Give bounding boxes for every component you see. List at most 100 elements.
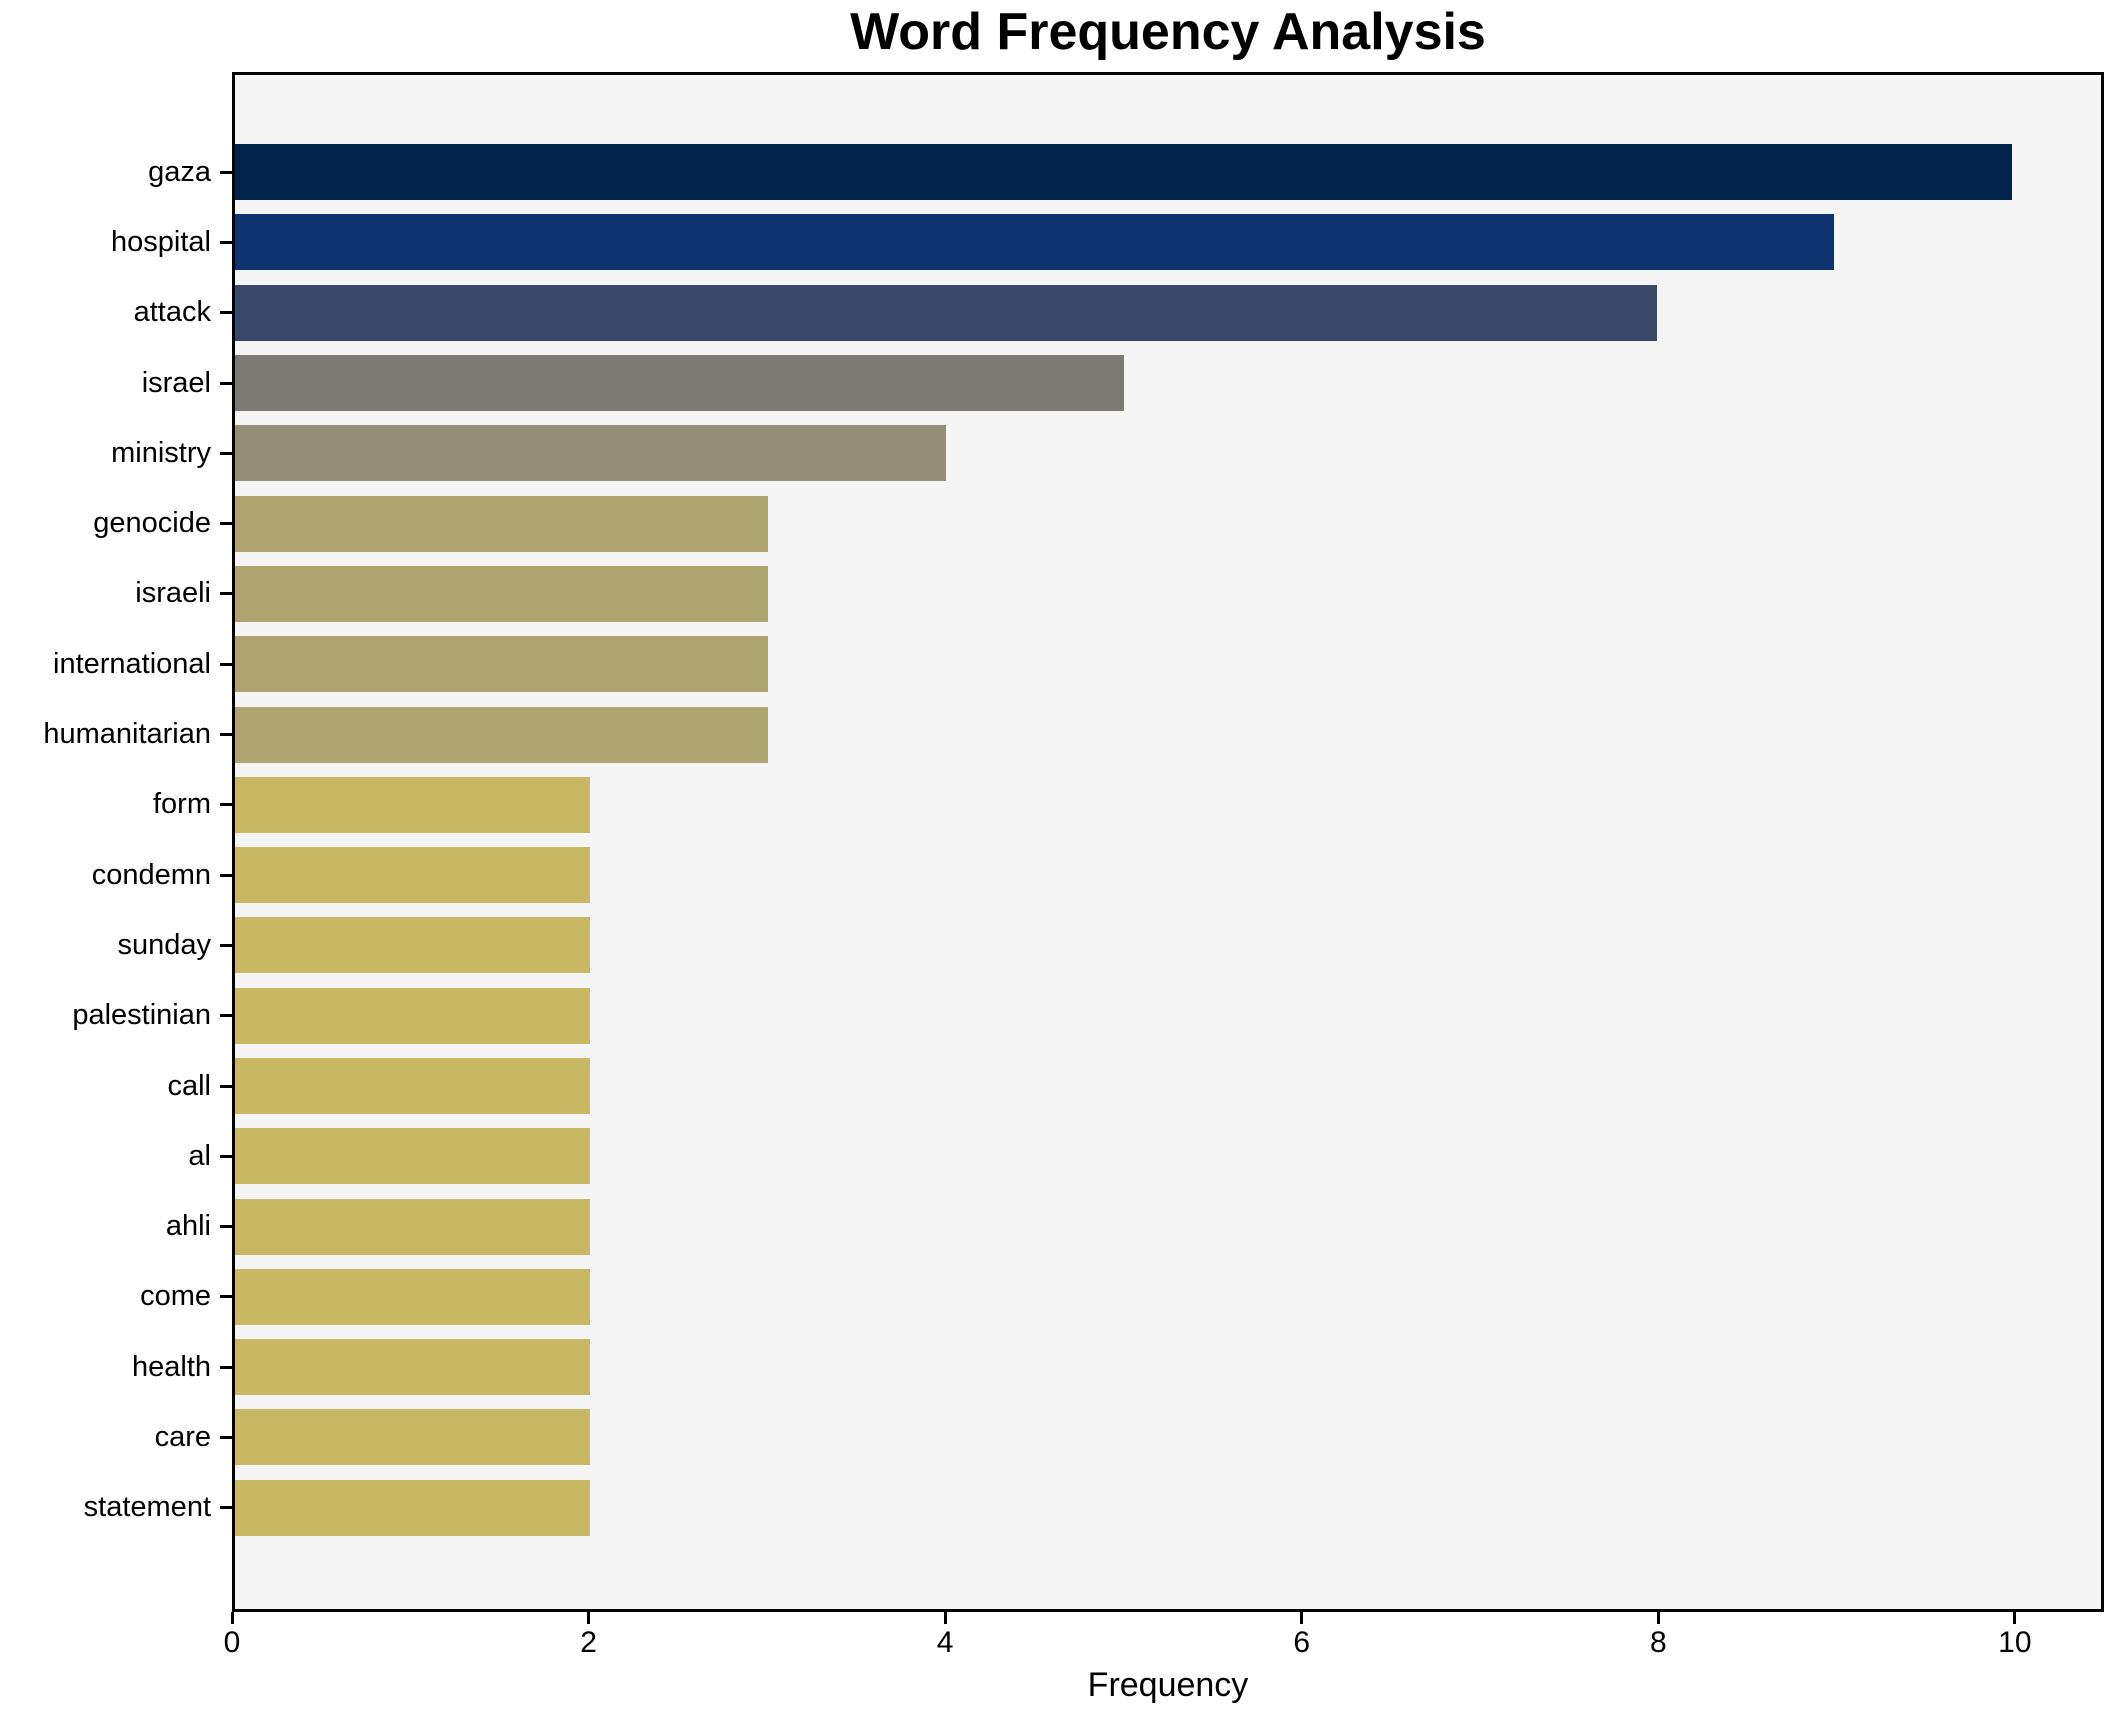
- bar-row: [235, 699, 2101, 769]
- y-tick-mark: [220, 662, 232, 666]
- y-tick-label-come: come: [140, 1280, 211, 1313]
- y-tick-label-call: call: [167, 1069, 211, 1102]
- y-label-row: ministry: [0, 418, 232, 488]
- bar-call: [235, 1058, 591, 1114]
- y-tick-label-palestinian: palestinian: [72, 999, 211, 1032]
- y-label-row: ahli: [0, 1191, 232, 1261]
- bar-row: [235, 418, 2101, 488]
- y-label-row: statement: [0, 1473, 232, 1543]
- y-tick-label-genocide: genocide: [93, 507, 211, 540]
- y-label-row: care: [0, 1402, 232, 1472]
- y-tick-mark: [220, 522, 232, 526]
- x-tick-mark: [1300, 1612, 1304, 1624]
- bar-care: [235, 1409, 591, 1466]
- y-tick-mark: [220, 1154, 232, 1158]
- y-tick-mark: [220, 451, 232, 455]
- x-tick-label-4: 4: [936, 1626, 954, 1659]
- bar-international: [235, 636, 769, 693]
- x-tick-mark: [1656, 1612, 1660, 1624]
- y-tick-mark: [220, 240, 232, 244]
- bar-row: [235, 137, 2101, 207]
- y-label-row: israeli: [0, 559, 232, 629]
- bar-form: [235, 776, 591, 833]
- y-tick-mark: [220, 1084, 232, 1088]
- y-tick-label-attack: attack: [133, 296, 211, 329]
- x-axis: 0 2 4 6 8 10: [224, 1612, 2104, 1668]
- bar-row: [235, 981, 2101, 1051]
- bar-row: [235, 910, 2101, 980]
- bar-row: [235, 1262, 2101, 1332]
- bar-row: [235, 770, 2101, 840]
- y-tick-mark: [220, 592, 232, 596]
- y-label-row: international: [0, 629, 232, 699]
- bar-ahli: [235, 1198, 591, 1255]
- x-tick-label-6: 6: [1293, 1626, 1311, 1659]
- y-tick-label-health: health: [131, 1350, 211, 1383]
- y-tick-mark: [220, 1225, 232, 1229]
- bar-come: [235, 1268, 591, 1325]
- y-tick-mark: [220, 311, 232, 315]
- bar-humanitarian: [235, 706, 769, 763]
- bar-row: [235, 559, 2101, 629]
- bar-sunday: [235, 917, 591, 974]
- y-label-row: genocide: [0, 488, 232, 558]
- x-tick-mark: [230, 1612, 234, 1624]
- bar-hospital: [235, 214, 1835, 271]
- y-tick-label-ahli: ahli: [165, 1210, 211, 1243]
- bar-health: [235, 1339, 591, 1396]
- y-label-row: gaza: [0, 137, 232, 207]
- bar-condemn: [235, 847, 591, 904]
- y-tick-mark: [220, 1365, 232, 1369]
- y-tick-label-sunday: sunday: [117, 928, 211, 961]
- bar-row: [235, 1191, 2101, 1261]
- bar-row: [235, 278, 2101, 348]
- bar-row: [235, 840, 2101, 910]
- chart-title: Word Frequency Analysis: [850, 3, 1486, 61]
- y-label-row: condemn: [0, 840, 232, 910]
- bar-israeli: [235, 565, 769, 622]
- x-axis-title: Frequency: [1087, 1666, 1249, 1704]
- y-tick-label-hospital: hospital: [111, 225, 211, 258]
- y-label-row: al: [0, 1121, 232, 1191]
- y-tick-label-statement: statement: [83, 1491, 211, 1524]
- y-label-row: come: [0, 1262, 232, 1332]
- y-tick-label-international: international: [53, 647, 211, 680]
- x-tick-mark: [943, 1612, 947, 1624]
- y-tick-mark: [220, 1014, 232, 1018]
- y-tick-label-israel: israel: [141, 366, 211, 399]
- x-tick-mark: [2013, 1612, 2017, 1624]
- x-tick-label-2: 2: [580, 1626, 597, 1659]
- bar-row: [235, 207, 2101, 277]
- bar-ministry: [235, 425, 946, 482]
- y-label-row: form: [0, 770, 232, 840]
- y-label-row: call: [0, 1051, 232, 1121]
- y-tick-label-humanitarian: humanitarian: [43, 718, 211, 751]
- bar-gaza: [235, 144, 2013, 201]
- bar-row: [235, 348, 2101, 418]
- y-tick-mark: [220, 943, 232, 947]
- y-label-row: hospital: [0, 207, 232, 277]
- y-axis-labels: gaza hospital attack israel ministry genocide…: [0, 75, 232, 1609]
- y-label-row: palestinian: [0, 981, 232, 1051]
- y-label-row: israel: [0, 348, 232, 418]
- bar-row: [235, 1473, 2101, 1543]
- bar-palestinian: [235, 987, 591, 1044]
- x-tick-label-0: 0: [223, 1626, 241, 1659]
- bar-statement: [235, 1479, 591, 1536]
- bar-row: [235, 1332, 2101, 1402]
- x-tick-label-8: 8: [1649, 1626, 1667, 1659]
- y-tick-label-care: care: [154, 1420, 211, 1453]
- x-tick-label-10: 10: [1998, 1626, 2032, 1659]
- bar-israel: [235, 355, 1124, 412]
- plot-area: [232, 72, 2104, 1612]
- y-tick-label-gaza: gaza: [148, 155, 211, 188]
- y-tick-mark: [220, 1295, 232, 1299]
- bar-attack: [235, 284, 1657, 341]
- y-label-row: sunday: [0, 910, 232, 980]
- y-label-row: humanitarian: [0, 699, 232, 769]
- y-tick-mark: [220, 381, 232, 385]
- y-tick-mark: [220, 1506, 232, 1510]
- y-tick-label-ministry: ministry: [111, 436, 211, 469]
- bar-al: [235, 1128, 591, 1185]
- bar-row: [235, 488, 2101, 558]
